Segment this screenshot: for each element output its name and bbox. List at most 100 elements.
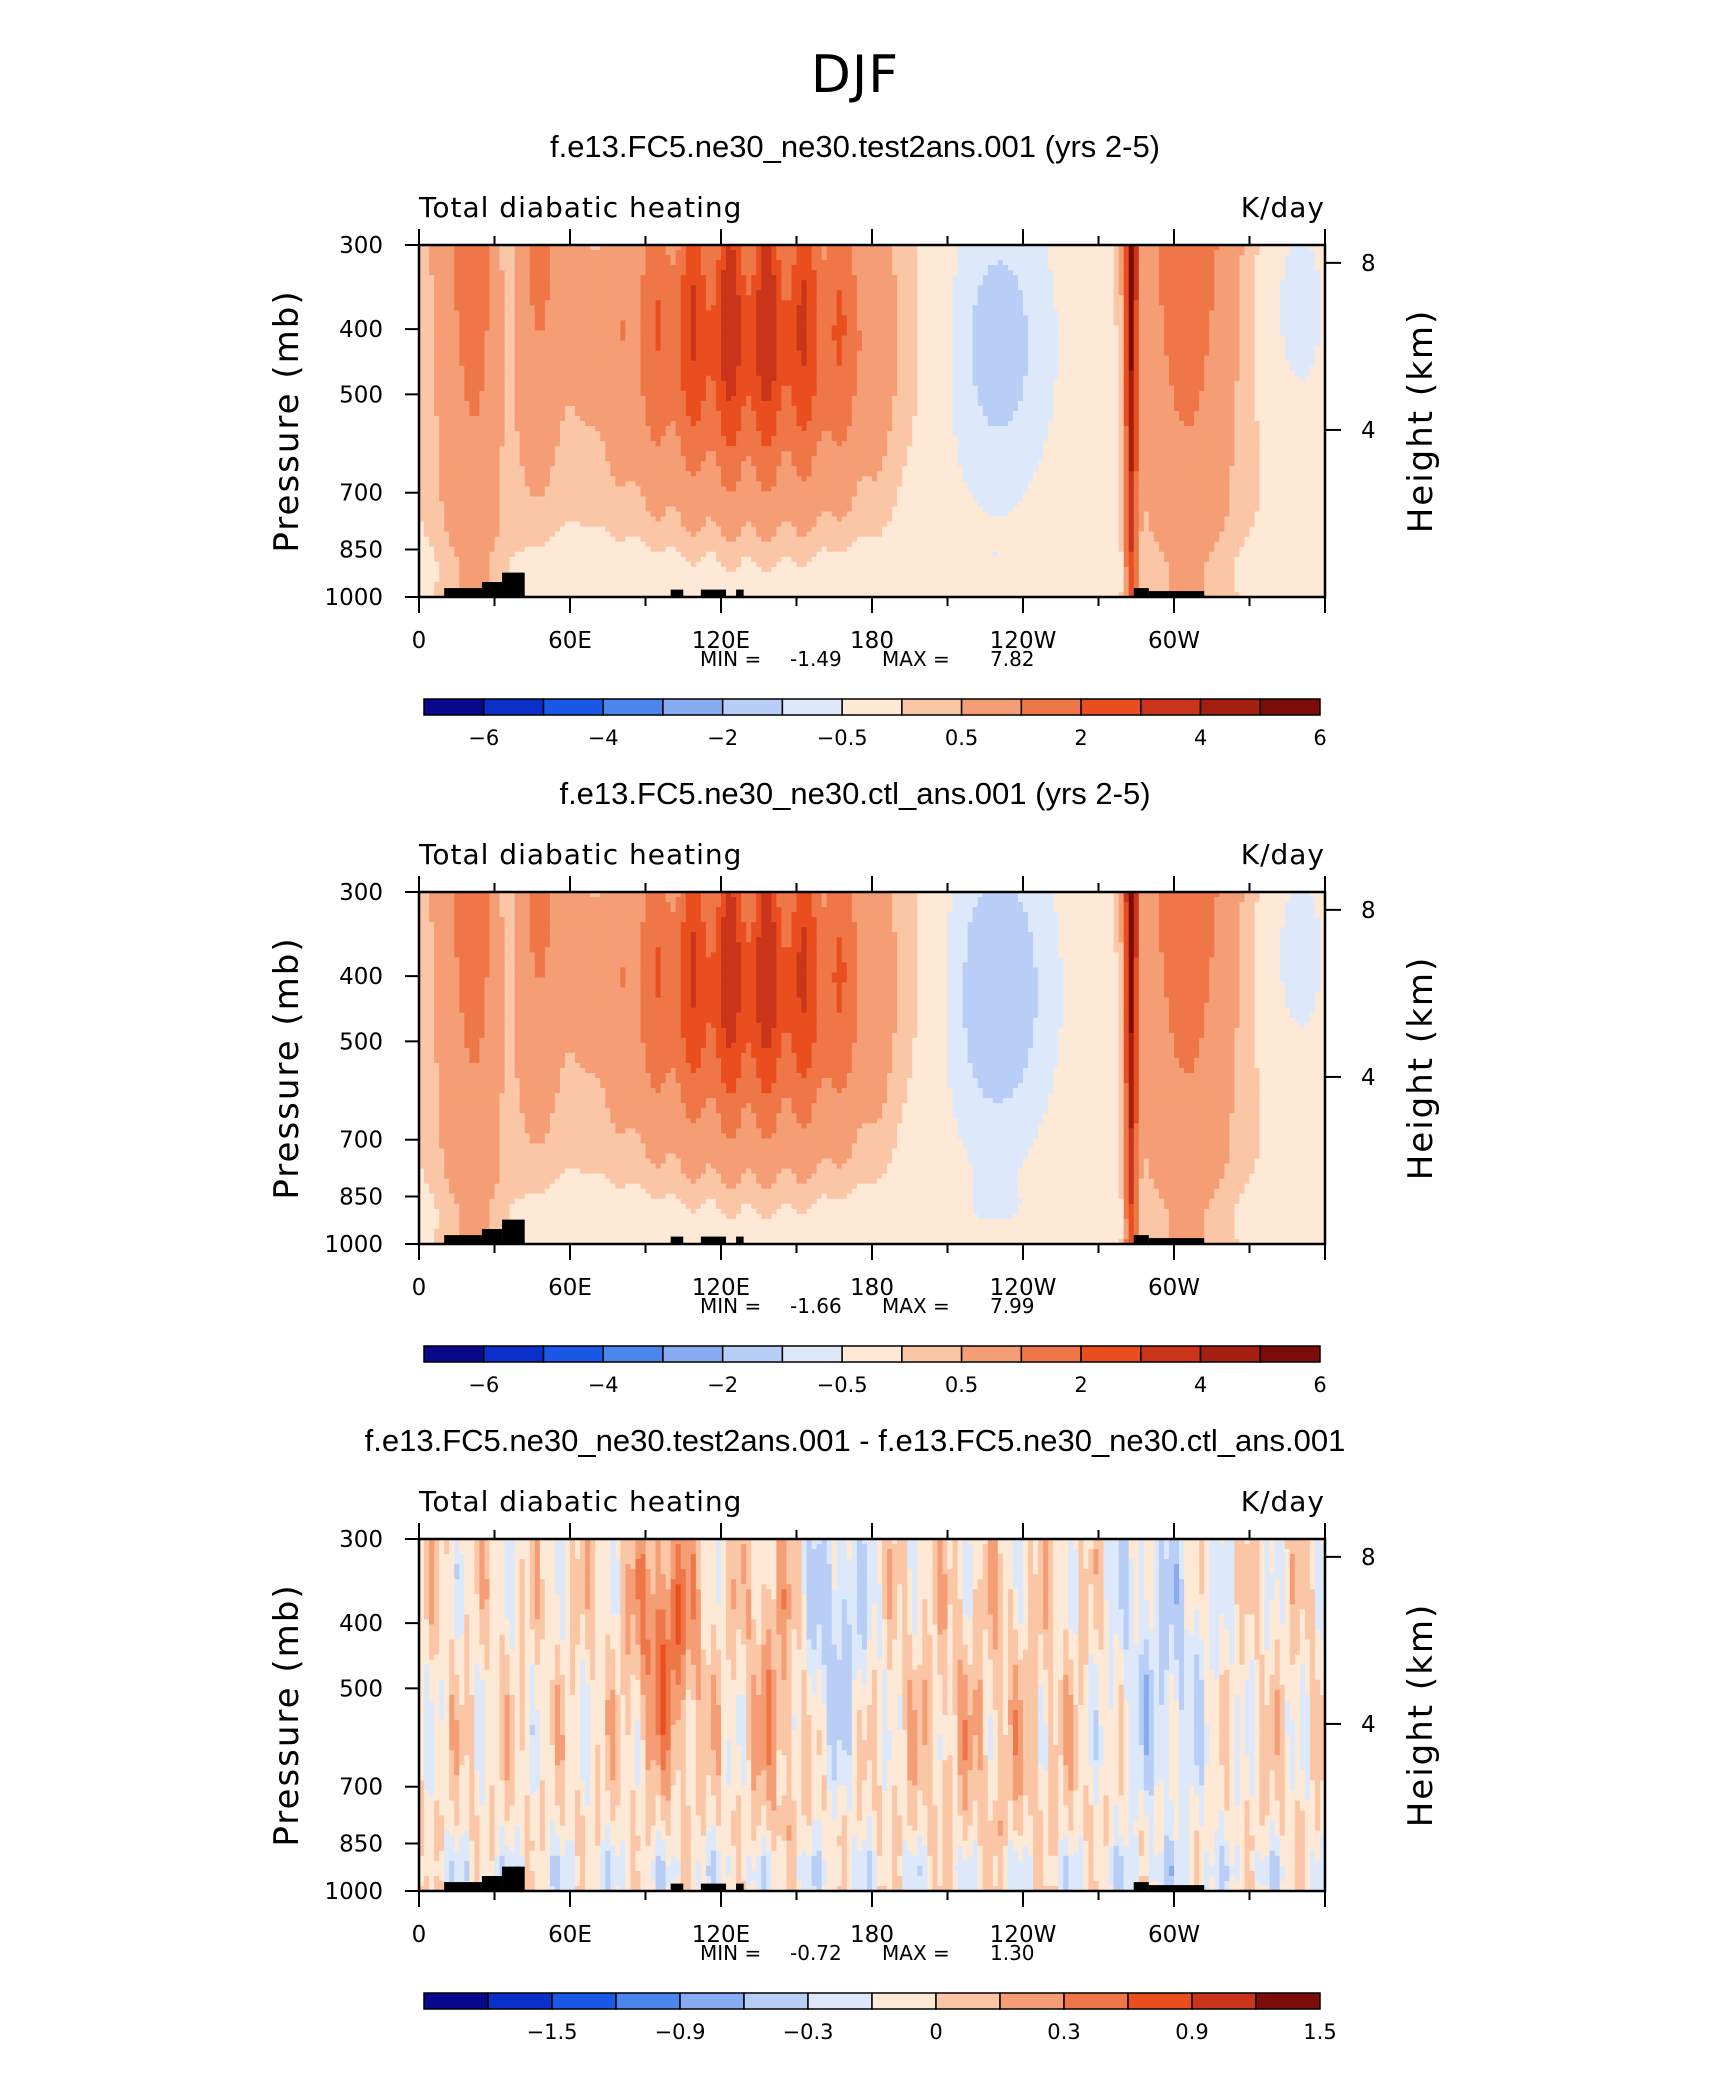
heatmap-cell	[510, 250, 516, 256]
heatmap-cell	[1204, 260, 1210, 266]
heatmap-cell	[1028, 250, 1034, 256]
heatmap-cell	[500, 260, 506, 266]
heatmap-cell	[1164, 255, 1170, 261]
heatmap-cell	[751, 250, 757, 256]
heatmap-cell	[605, 250, 611, 256]
heatmap-cell	[1179, 260, 1185, 266]
heatmap-cell	[1013, 265, 1019, 271]
heatmap-cell	[1134, 260, 1140, 266]
heatmap-cell	[832, 250, 838, 256]
heatmap-cell	[570, 260, 576, 266]
heatmap-cell	[500, 250, 506, 256]
heatmap-cell	[500, 270, 506, 276]
heatmap-cell	[746, 270, 752, 276]
heatmap-cell	[917, 255, 923, 261]
heatmap-cell	[706, 270, 712, 276]
heatmap-cell	[1134, 265, 1140, 271]
heatmap-cell	[666, 265, 672, 271]
heatmap-cell	[439, 255, 445, 261]
heatmap-cell	[630, 265, 636, 271]
heatmap-cell	[907, 260, 913, 266]
heatmap-cell	[1214, 255, 1220, 261]
heatmap-cell	[842, 255, 848, 261]
heatmap-cell	[1290, 265, 1296, 271]
heatmap-cell	[1008, 250, 1014, 256]
heatmap-cell	[716, 250, 722, 256]
heatmap-cell	[625, 270, 631, 276]
heatmap-cell	[590, 270, 596, 276]
heatmap-cell	[812, 250, 818, 256]
heatmap-cell	[1179, 250, 1185, 256]
heatmap-cell	[1114, 265, 1120, 271]
figure: DJF f.e13.FC5.ne30_ne30.test2ans.001 (yr…	[0, 0, 1710, 2074]
heatmap-cell	[953, 250, 959, 256]
heatmap-cell	[1109, 255, 1115, 261]
heatmap-cell	[540, 270, 546, 276]
heatmap-cell	[640, 265, 646, 271]
heatmap-cell	[464, 265, 470, 271]
heatmap-cell	[661, 255, 667, 261]
heatmap-cell	[817, 265, 823, 271]
heatmap-cell	[912, 255, 918, 261]
heatmap-cell	[434, 265, 440, 271]
heatmap-cell	[600, 260, 606, 266]
heatmap-cell	[1219, 250, 1225, 256]
heatmap-cell	[731, 255, 737, 261]
heatmap-cell	[444, 255, 450, 261]
heatmap-cell	[731, 260, 737, 266]
heatmap-cell	[902, 250, 908, 256]
heatmap-cell	[847, 255, 853, 261]
heatmap-cell	[510, 270, 516, 276]
heatmap-cell	[827, 270, 833, 276]
heatmap-cell	[1174, 260, 1180, 266]
heatmap-cell	[942, 255, 948, 261]
heatmap-cell	[887, 265, 893, 271]
heatmap-cell	[731, 270, 737, 276]
heatmap-cell	[525, 265, 531, 271]
heatmap-cell	[635, 270, 641, 276]
heatmap-cell	[525, 260, 531, 266]
heatmap-cell	[882, 250, 888, 256]
heatmap-cell	[1008, 255, 1014, 261]
heatmap-cell	[515, 250, 521, 256]
heatmap-cell	[1038, 255, 1044, 261]
heatmap-cell	[802, 270, 808, 276]
heatmap-cell	[580, 255, 586, 261]
heatmap-cell	[736, 265, 742, 271]
heatmap-cell	[771, 260, 777, 266]
heatmap-cell	[676, 265, 682, 271]
heatmap-cell	[1053, 260, 1059, 266]
heatmap-cell	[1315, 260, 1321, 266]
heatmap-cell	[736, 270, 742, 276]
heatmap-cell	[802, 260, 808, 266]
heatmap-cell	[953, 255, 959, 261]
panel-title: f.e13.FC5.ne30_ne30.test2ans.001 (yrs 2-…	[550, 129, 1160, 164]
heatmap-cell	[716, 255, 722, 261]
heatmap-cell	[1224, 255, 1230, 261]
heatmap-cell	[530, 260, 536, 266]
heatmap-cell	[424, 270, 430, 276]
heatmap-cell	[439, 270, 445, 276]
heatmap-cell	[540, 250, 546, 256]
heatmap-cell	[1078, 260, 1084, 266]
heatmap-cell	[902, 255, 908, 261]
heatmap-cell	[802, 265, 808, 271]
heatmap-cell	[1229, 260, 1235, 266]
heatmap-cell	[565, 255, 571, 261]
heatmap-cell	[771, 265, 777, 271]
heatmap-cell	[1114, 260, 1120, 266]
heatmap-cell	[902, 270, 908, 276]
heatmap-cell	[671, 260, 677, 266]
heatmap-cell	[1260, 265, 1266, 271]
heatmap-cell	[1184, 265, 1190, 271]
heatmap-cell	[741, 260, 747, 266]
heatmap-cell	[630, 250, 636, 256]
heatmap-cell	[651, 260, 657, 266]
heatmap-cell	[640, 255, 646, 261]
heatmap-cell	[1275, 260, 1281, 266]
heatmap-cell	[550, 250, 556, 256]
heatmap-cell	[1300, 255, 1306, 261]
heatmap-cell	[973, 255, 979, 261]
heatmap-cell	[570, 255, 576, 261]
heatmap-cell	[565, 250, 571, 256]
